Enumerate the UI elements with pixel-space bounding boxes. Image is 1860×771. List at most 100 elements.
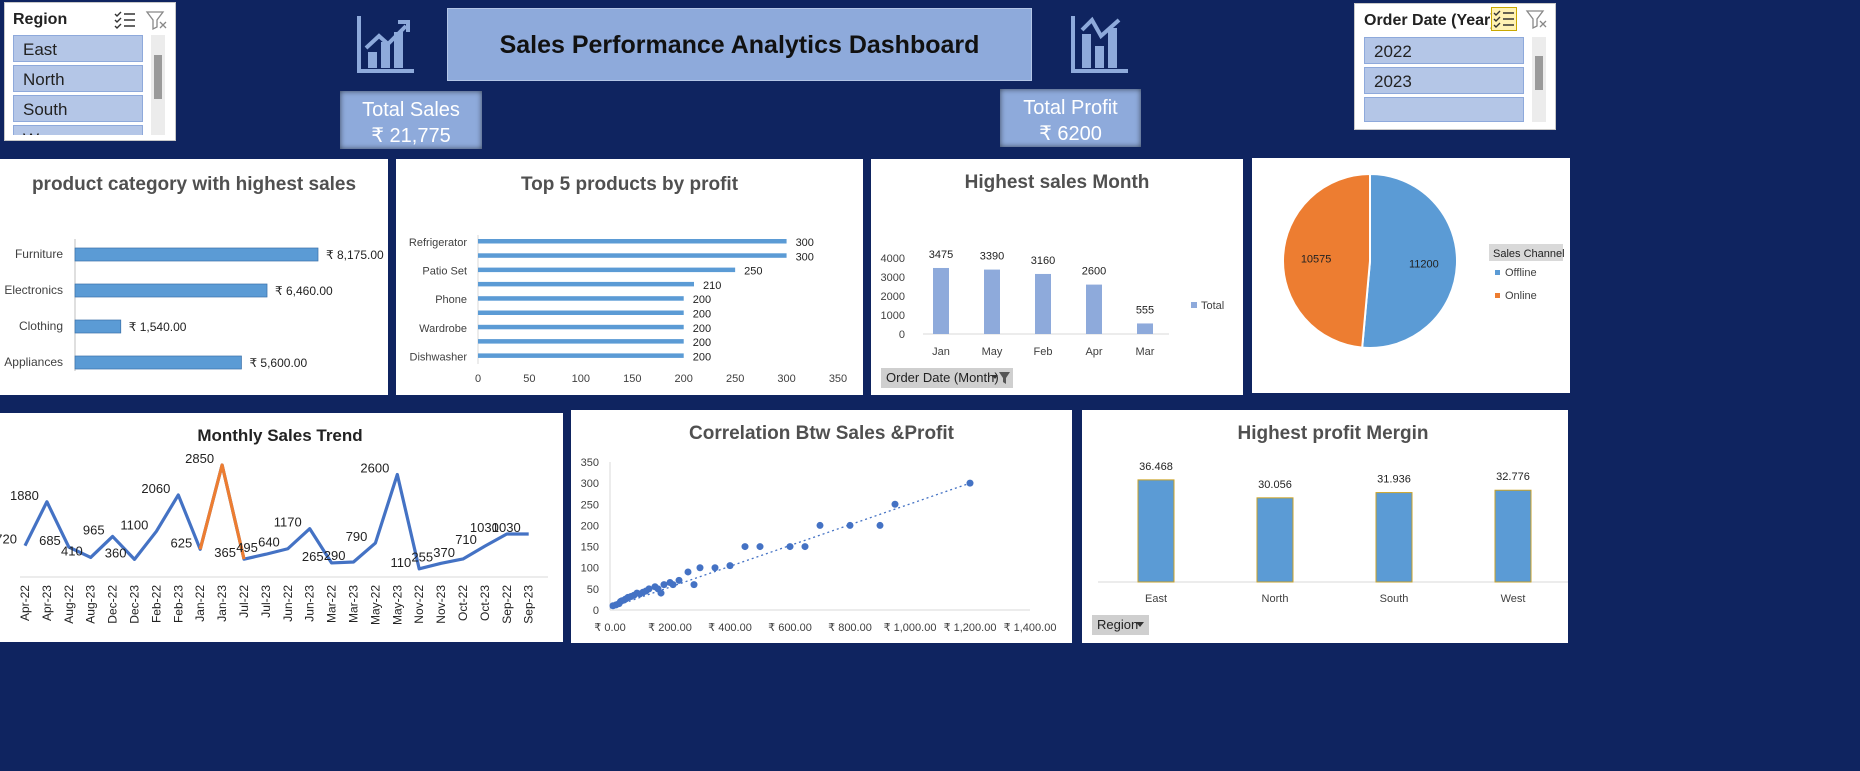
- year-item-2023[interactable]: 2023: [1364, 67, 1524, 94]
- scatter-xtick-label: ₹ 1,200.00: [944, 622, 997, 634]
- month-legend-label: Total: [1201, 300, 1224, 312]
- region-item-east[interactable]: East: [13, 35, 143, 62]
- month-chart-title: Highest sales Month: [964, 172, 1150, 193]
- scatter-ytick-label: 100: [581, 563, 599, 575]
- category-label: Furniture: [15, 247, 63, 261]
- region-filter-label: Region: [1097, 617, 1139, 632]
- margin-xtick-label: North: [1262, 593, 1289, 605]
- top5-bar: [478, 267, 736, 273]
- month-value-label: 555: [1136, 304, 1154, 316]
- month-value-label: 3160: [1031, 255, 1055, 267]
- month-ytick-label: 1000: [881, 310, 905, 322]
- scatter-chart: 0 50 100 150 200 250 300 350 ₹ 0.00 ₹ 200.00 ₹ 400…: [581, 457, 1057, 634]
- month-bar: [933, 267, 949, 334]
- month-value-label: 3390: [980, 251, 1004, 263]
- top5-xtick-label: 350: [829, 373, 847, 385]
- top5-bar: [478, 239, 787, 244]
- top5-bar: [478, 310, 684, 315]
- top5-value-label: 300: [796, 251, 814, 263]
- month-ytick-label: 4000: [881, 253, 905, 265]
- top5-chart: 300 Refrigerator 300 250 Patio Set 210 200 Phon…: [409, 235, 847, 385]
- trend-xtick-label: Apr-23: [40, 585, 54, 621]
- scatter-point: [876, 521, 884, 529]
- month-ytick-label: 2000: [881, 291, 905, 303]
- scatter-point: [675, 576, 683, 584]
- scatter-xtick-label: ₹ 1,000.00: [884, 622, 937, 634]
- trend-data-label: 410: [61, 543, 83, 558]
- month-filter-button[interactable]: Order Date (Month): [881, 368, 1013, 388]
- filter-dropdown-icon: [992, 372, 1010, 384]
- scatter-point: [684, 568, 692, 576]
- month-xtick-label: May: [982, 346, 1003, 358]
- year-item-blank[interactable]: [1364, 97, 1524, 122]
- region-item-south[interactable]: South: [13, 95, 143, 122]
- margin-value-label: 36.468: [1139, 461, 1173, 473]
- multi-select-icon[interactable]: [113, 9, 137, 31]
- trend-line-highlight: [198, 463, 246, 560]
- month-bar: [1086, 284, 1102, 334]
- top5-category-label: Patio Set: [422, 266, 467, 278]
- month-ytick-label: 0: [899, 329, 905, 341]
- trend-xtick-label: Feb-23: [171, 585, 185, 623]
- scatter-ytick-label: 300: [581, 478, 599, 490]
- trend-xtick-label: Jun-23: [303, 585, 317, 622]
- pie-legend-swatch: [1495, 270, 1500, 275]
- top5-bar: [478, 339, 684, 344]
- top5-value-label: 300: [796, 237, 814, 249]
- category-value-label: ₹ 1,540.00: [129, 320, 187, 334]
- scatter-ytick-label: 200: [581, 520, 599, 532]
- top5-chart-panel: Top 5 products by profit 300 Refrigerator…: [396, 159, 863, 395]
- top5-category-label: Wardrobe: [419, 323, 467, 335]
- clear-filter-icon[interactable]: [1525, 8, 1549, 30]
- scatter-point: [645, 585, 653, 593]
- trend-data-label: 495: [236, 540, 258, 555]
- trend-xtick-label: Nov-23: [434, 585, 448, 624]
- scatter-point: [966, 479, 974, 487]
- category-label: Appliances: [4, 355, 63, 369]
- scatter-ytick-label: 150: [581, 542, 599, 554]
- trend-data-label: 365: [214, 545, 236, 560]
- month-value-label: 2600: [1082, 266, 1106, 278]
- trend-data-label: 255: [411, 549, 433, 564]
- scatter-point: [786, 543, 794, 551]
- region-item-north[interactable]: North: [13, 65, 143, 92]
- scatter-point: [816, 521, 824, 529]
- trend-chart-title: Monthly Sales Trend: [197, 426, 363, 445]
- margin-bar: [1375, 492, 1413, 583]
- top5-chart-title: Top 5 products by profit: [520, 174, 739, 195]
- clear-filter-icon[interactable]: [145, 9, 169, 31]
- top5-xtick-label: 50: [523, 373, 535, 385]
- month-chart: 0 1000 2000 3000 4000 3475 Jan 3390 May 3160 Feb 26…: [881, 249, 1225, 358]
- trend-data-label: 370: [433, 545, 455, 560]
- trend-data-label: 710: [455, 532, 477, 547]
- trend-xtick-label: Sep-23: [522, 585, 536, 624]
- trend-xtick-label: Jan-23: [215, 585, 229, 622]
- trend-data-label: 1030: [492, 520, 521, 535]
- scatter-point: [660, 581, 668, 589]
- top5-category-label: Refrigerator: [409, 237, 467, 249]
- margin-chart-panel: Highest profit Mergin 36.468 East 30.056 No…: [1082, 410, 1568, 643]
- margin-xtick-label: South: [1380, 593, 1409, 605]
- year-scroll-thumb[interactable]: [1535, 56, 1543, 90]
- region-scroll-thumb[interactable]: [154, 55, 162, 99]
- region-filter-button[interactable]: Region: [1092, 615, 1149, 635]
- scatter-chart-title: Correlation Btw Sales &Profit: [689, 423, 954, 444]
- year-item-2022[interactable]: 2022: [1364, 37, 1524, 64]
- category-bar: [74, 355, 242, 370]
- region-item-west[interactable]: W: [13, 125, 143, 135]
- top5-value-label: 200: [693, 337, 711, 349]
- category-label: Electronics: [4, 283, 63, 297]
- trend-xtick-label: Apr-22: [18, 585, 32, 621]
- margin-bar: [1256, 497, 1294, 583]
- category-value-label: ₹ 8,175.00: [326, 248, 384, 262]
- category-bar: [74, 319, 122, 334]
- scatter-chart-panel: Correlation Btw Sales &Profit 0 50 100 150 2…: [571, 410, 1072, 643]
- top5-bar: [478, 253, 787, 258]
- margin-chart: 36.468 East 30.056 North 31.936 South 32.776 We…: [1098, 461, 1568, 605]
- trend-xtick-label: Mar-23: [347, 585, 361, 623]
- trend-data-label: 360: [105, 545, 127, 560]
- scatter-ytick-label: 50: [587, 584, 599, 596]
- bar-chart-icon: [357, 16, 414, 73]
- trend-xtick-label: Sep-22: [500, 585, 514, 624]
